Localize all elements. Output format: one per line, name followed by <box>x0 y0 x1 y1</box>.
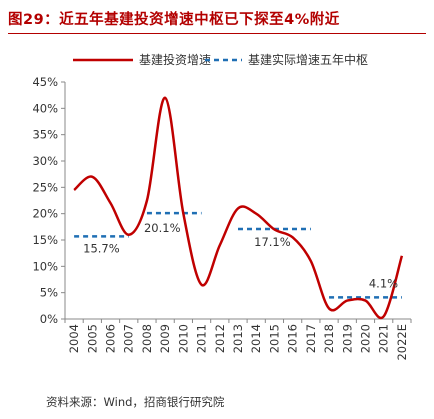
midline-value-label: 17.1% <box>254 235 291 249</box>
x-tick-label: 2013 <box>231 324 245 353</box>
x-tick-label: 2006 <box>104 324 118 353</box>
line-chart: 基建投资增速 基建实际增速五年中枢 0% 5% 10% 15% 20% 25% 30% 35%… <box>32 52 412 361</box>
chart-title: 图29：近五年基建投资增速中枢已下探至4%附近 <box>8 12 340 28</box>
x-tick-label: 2012 <box>213 324 227 353</box>
x-tick-label: 2009 <box>158 324 172 353</box>
x-tick-label: 2022E <box>395 324 409 361</box>
growth-line <box>73 96 404 320</box>
title-underline <box>8 33 426 34</box>
x-tick-label: 2020 <box>358 324 372 353</box>
x-tick-label: 2019 <box>340 324 354 353</box>
data-labels: 15.7% 20.1% 17.1% 4.1% <box>83 221 398 290</box>
x-tick-label: 2016 <box>286 324 300 353</box>
midline-value-label: 4.1% <box>369 276 398 290</box>
x-tick-label: 2015 <box>267 324 281 353</box>
x-tick-label: 2005 <box>85 324 99 353</box>
x-tick-label: 2021 <box>377 324 391 353</box>
x-tick-label: 2011 <box>195 324 209 353</box>
y-tick-label: 0% <box>40 312 58 326</box>
legend-label-dashed: 基建实际增速五年中枢 <box>248 52 368 67</box>
x-tick-label: 2014 <box>249 324 263 353</box>
legend: 基建投资增速 基建实际增速五年中枢 <box>73 52 368 67</box>
x-tick-label: 2007 <box>122 324 136 353</box>
y-axis: 0% 5% 10% 15% 20% 25% 30% 35% 40% 45% <box>32 75 66 326</box>
y-tick-label: 40% <box>32 101 58 115</box>
midline-value-label: 20.1% <box>144 221 181 235</box>
y-tick-label: 45% <box>32 75 58 89</box>
y-tick-label: 5% <box>40 286 58 300</box>
x-axis: 2004 2005 2006 2007 2008 2009 2010 2011 2012 2013… <box>64 318 412 361</box>
midline-value-label: 15.7% <box>83 241 120 255</box>
source-note: 资料来源：Wind，招商银行研究院 <box>46 395 225 409</box>
y-tick-label: 15% <box>32 233 58 247</box>
x-tick-label: 2017 <box>304 324 318 353</box>
y-tick-label: 20% <box>32 207 58 221</box>
y-tick-label: 10% <box>32 259 58 273</box>
x-tick-label: 2004 <box>67 324 81 353</box>
x-tick-label: 2010 <box>176 324 190 353</box>
y-tick-label: 30% <box>32 154 58 168</box>
legend-label-solid: 基建投资增速 <box>139 52 211 67</box>
series-growth <box>73 96 404 320</box>
y-tick-label: 25% <box>32 180 58 194</box>
x-tick-label: 2008 <box>140 324 154 353</box>
x-tick-label: 2018 <box>322 324 336 353</box>
y-tick-label: 35% <box>32 128 58 142</box>
series-midline <box>74 211 402 299</box>
